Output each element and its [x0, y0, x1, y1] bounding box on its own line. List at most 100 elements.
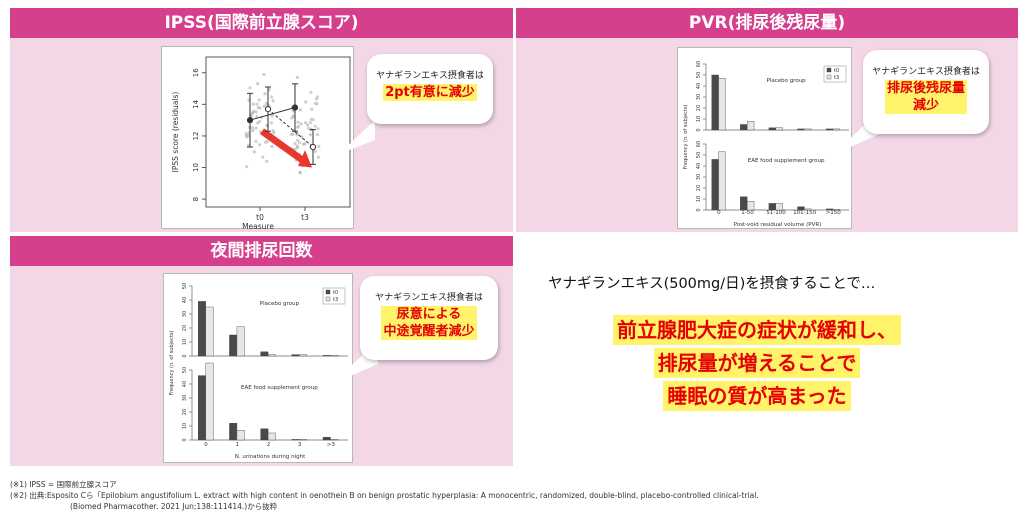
y-tick-label: 30	[182, 395, 188, 401]
data-point	[296, 124, 300, 129]
bar	[718, 78, 726, 131]
x-tick-label: t0	[256, 213, 264, 222]
data-point	[271, 99, 275, 103]
legend-swatch	[826, 67, 832, 73]
pvr-panel-title: PVR(排尿後残尿量)	[516, 8, 1018, 38]
y-tick-label: 10	[192, 163, 200, 172]
mean-point	[246, 117, 254, 124]
data-point	[292, 115, 296, 119]
y-tick-label: 12	[192, 131, 200, 140]
bar	[198, 301, 206, 357]
bar	[330, 355, 339, 357]
bar	[768, 127, 776, 131]
bar	[804, 208, 812, 211]
data-point	[316, 127, 320, 131]
bar	[718, 151, 726, 211]
x-tick-label: 101-150	[793, 210, 816, 216]
data-point	[270, 114, 274, 118]
legend-swatch	[325, 296, 331, 302]
y-tick-label: 10	[696, 116, 702, 122]
bar	[260, 428, 269, 441]
data-point	[303, 121, 308, 125]
x-tick-label: t3	[301, 213, 309, 222]
x-axis-label: N. urinations during night	[235, 454, 306, 460]
data-point	[270, 95, 274, 99]
bar	[330, 439, 339, 441]
y-tick-label: 60	[696, 141, 702, 147]
footnote-3: (Biomed Pharmacother. 2021 Jun;138:11141…	[70, 502, 278, 511]
data-point	[254, 110, 258, 114]
data-point	[245, 135, 249, 139]
y-tick-label: 20	[696, 185, 702, 191]
pvr-panel: PVR(排尿後残尿量) 0 10 20 30 40 50 60 Placebo group 0 1…	[516, 8, 1018, 232]
summary-lead: ヤナギランエキス(500mg/日)を摂食することで…	[548, 276, 876, 292]
data-point	[255, 115, 259, 119]
y-tick-label: 0	[696, 128, 702, 131]
bar	[797, 206, 805, 211]
bar	[198, 375, 206, 441]
y-tick-label: 30	[696, 174, 702, 180]
bar	[746, 120, 755, 131]
bar	[740, 196, 748, 211]
data-point	[313, 124, 317, 128]
pvr-callout-intro: ヤナギランエキス摂食者は	[872, 67, 980, 77]
data-point	[270, 144, 274, 149]
data-point	[295, 138, 300, 142]
data-point	[313, 101, 318, 105]
data-point	[311, 118, 315, 122]
data-point	[301, 142, 306, 146]
group-label: EAE food supplement group	[748, 158, 825, 164]
x-tick-label: 0	[204, 442, 208, 448]
footnote-1: (※1) IPSS = 国際前立腺スコア	[10, 480, 117, 489]
data-point	[254, 139, 258, 144]
data-point	[265, 123, 269, 128]
data-point	[295, 75, 300, 80]
bar	[804, 128, 812, 131]
data-point	[299, 122, 303, 126]
mean-point	[291, 104, 299, 111]
y-tick-label: 0	[182, 438, 188, 441]
bar	[299, 354, 308, 357]
data-point	[298, 171, 302, 175]
legend-swatch	[325, 289, 331, 295]
bar	[768, 203, 776, 211]
data-point	[293, 142, 297, 146]
nocturia-chart: 0 10 20 30 40 50 Placebo group 0 10 20 30 40 50 EAE f…	[163, 273, 353, 463]
bar	[205, 362, 214, 441]
data-point	[262, 104, 266, 108]
y-axis-label: Frequency (n. of subjects)	[683, 105, 689, 170]
pvr-callout-line: 減少	[912, 98, 939, 113]
y-tick-label: 60	[696, 61, 702, 67]
data-point	[265, 159, 269, 163]
x-tick-label: >150	[826, 210, 842, 216]
y-tick-label: 20	[182, 409, 188, 415]
nocturia-callout: ヤナギランエキス摂食者は 尿意による 中途覚醒者減少	[360, 276, 498, 360]
bar	[267, 432, 276, 441]
pvr-callout: ヤナギランエキス摂食者は 排尿後残尿量 減少	[863, 50, 989, 134]
pvr-callout-highlight: 排尿後残尿量 減少	[884, 80, 967, 114]
x-tick-label: 1	[235, 442, 239, 448]
data-point	[269, 121, 273, 125]
bar	[291, 354, 300, 357]
bar	[832, 209, 841, 211]
y-tick-label: 50	[182, 367, 188, 373]
bar	[775, 203, 783, 211]
data-point	[309, 90, 313, 95]
x-tick-label: 51-100	[766, 210, 786, 216]
y-tick-label: 30	[696, 94, 702, 100]
x-tick-label: 2	[267, 442, 271, 448]
bar	[236, 326, 245, 357]
data-point	[261, 155, 265, 159]
data-point	[314, 97, 319, 101]
bar	[711, 159, 719, 211]
nocturia-panel: 夜間排尿回数 0 10 20 30 40 50 Placebo group 0 10 20 30 40…	[10, 236, 513, 466]
data-point	[308, 133, 313, 137]
nocturia-callout-line: 尿意による	[396, 307, 462, 322]
legend-label: t3	[333, 297, 338, 303]
y-tick-label: 8	[192, 197, 200, 201]
legend-label: t0	[333, 290, 338, 296]
pvr-chart: 0 10 20 30 40 50 60 Placebo group 0 10 20 30 40 50 60 E…	[677, 47, 852, 229]
legend-label: t3	[834, 75, 839, 81]
data-point	[264, 101, 268, 106]
